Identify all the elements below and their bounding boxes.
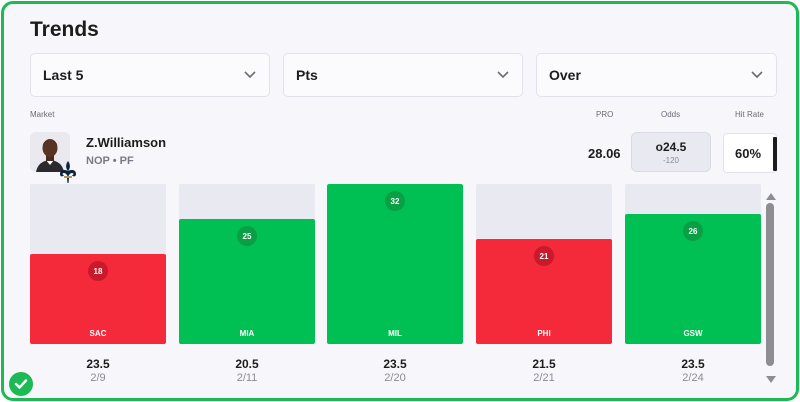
game-bar-column[interactable]: 25 MIA 20.5 2/11 bbox=[179, 184, 315, 384]
side-filter-dropdown[interactable]: Over bbox=[536, 53, 777, 97]
stat-filter-label: Pts bbox=[296, 67, 318, 83]
game-line: 23.5 bbox=[86, 357, 110, 371]
game-bar-track: 21 PHI bbox=[476, 184, 612, 344]
game-bar-track: 26 GSW bbox=[625, 184, 761, 344]
game-date: 2/21 bbox=[533, 372, 555, 384]
opponent-label: MIL bbox=[388, 329, 402, 338]
game-bar-column[interactable]: 26 GSW 23.5 2/24 bbox=[625, 184, 761, 384]
game-line: 21.5 bbox=[532, 357, 556, 371]
hit-rate-label: Hit Rate bbox=[735, 110, 764, 119]
pro-label: PRO bbox=[596, 110, 614, 119]
game-date: 2/11 bbox=[236, 372, 258, 384]
hit-rate-indicator bbox=[773, 137, 777, 171]
games-filter-label: Last 5 bbox=[43, 67, 84, 83]
hit-rate-value: 60% bbox=[735, 145, 762, 161]
chevron-down-icon bbox=[750, 68, 764, 82]
scroll-up-arrow-icon[interactable] bbox=[765, 188, 777, 200]
pro-value: 28.06 bbox=[588, 146, 621, 161]
scroll-down-arrow-icon[interactable] bbox=[765, 372, 777, 383]
game-bar-track: 25 MIA bbox=[179, 184, 315, 344]
game-line: 20.5 bbox=[235, 357, 259, 371]
game-date: 2/24 bbox=[682, 372, 704, 384]
checkmark-icon bbox=[9, 372, 33, 396]
player-team-position: NOP • PF bbox=[86, 155, 134, 167]
player-avatar bbox=[30, 132, 70, 172]
opponent-label: MIA bbox=[239, 329, 255, 338]
game-line: 23.5 bbox=[681, 357, 705, 371]
market-label: Market bbox=[30, 110, 55, 119]
card-title: Trends bbox=[30, 18, 99, 41]
game-line: 23.5 bbox=[383, 357, 407, 371]
odds-line: o24.5 bbox=[655, 139, 687, 154]
hit-rate-box: 60% bbox=[723, 133, 777, 173]
stat-filter-dropdown[interactable]: Pts bbox=[283, 53, 523, 97]
odds-price: -120 bbox=[662, 155, 679, 165]
points-badge: 26 bbox=[683, 221, 703, 241]
game-date: 2/9 bbox=[90, 372, 106, 384]
game-bar-track: 18 SAC bbox=[30, 184, 166, 344]
team-logo bbox=[58, 160, 78, 184]
odds-button[interactable]: o24.5 -120 bbox=[631, 132, 711, 172]
points-badge: 32 bbox=[385, 191, 405, 211]
opponent-label: GSW bbox=[683, 329, 703, 338]
game-date: 2/20 bbox=[384, 372, 406, 384]
points-badge: 25 bbox=[237, 226, 257, 246]
opponent-label: PHI bbox=[537, 329, 551, 338]
chevron-down-icon bbox=[496, 68, 510, 82]
points-badge: 21 bbox=[534, 246, 554, 266]
game-bar-column[interactable]: 18 SAC 23.5 2/9 bbox=[30, 184, 166, 384]
player-name: Z.Williamson bbox=[86, 135, 167, 150]
game-bar-column[interactable]: 21 PHI 21.5 2/21 bbox=[476, 184, 612, 384]
points-badge: 18 bbox=[88, 261, 108, 281]
odds-label: Odds bbox=[661, 110, 681, 119]
game-bar-column[interactable]: 32 MIL 23.5 2/20 bbox=[327, 184, 463, 384]
game-bar-track: 32 MIL bbox=[327, 184, 463, 344]
opponent-label: SAC bbox=[89, 329, 107, 338]
side-filter-label: Over bbox=[549, 67, 581, 83]
games-filter-dropdown[interactable]: Last 5 bbox=[30, 53, 270, 97]
chevron-down-icon bbox=[243, 68, 257, 82]
scrollbar-thumb[interactable] bbox=[766, 203, 774, 366]
